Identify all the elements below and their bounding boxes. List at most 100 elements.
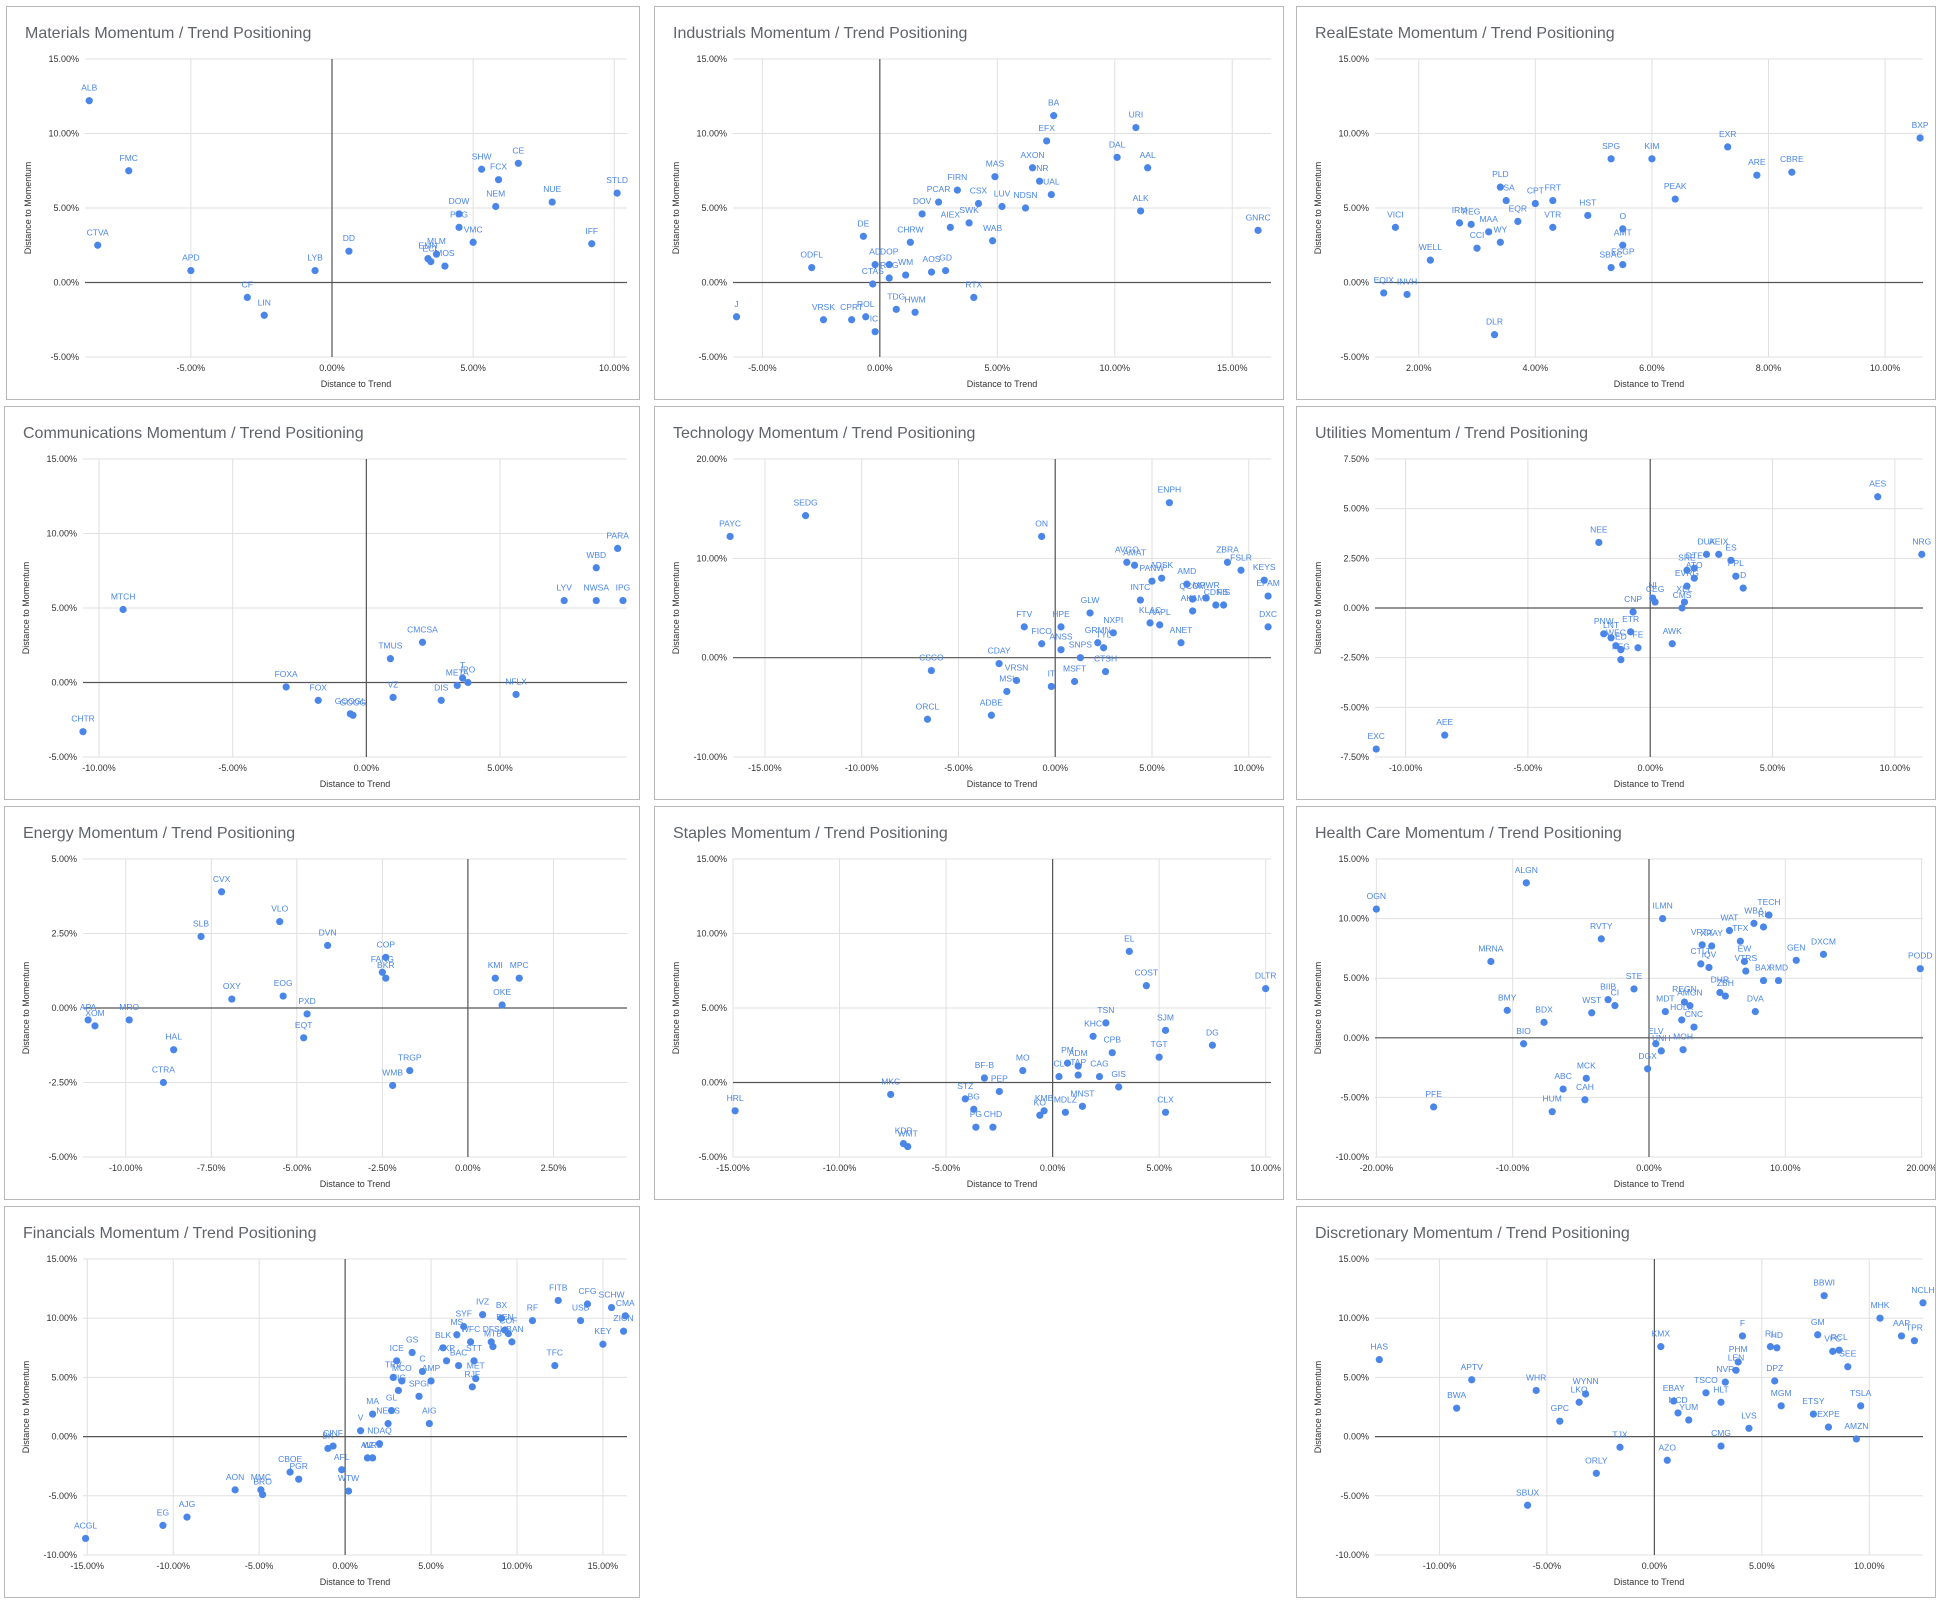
- data-label: TPR: [1906, 1323, 1923, 1333]
- y-tick-label: 15.00%: [46, 454, 77, 464]
- data-point: [1705, 963, 1713, 972]
- data-point: [726, 532, 734, 541]
- y-axis-label: Distance to Momentum: [671, 162, 681, 255]
- data-point: [592, 564, 600, 572]
- data-label: HAS: [1371, 1342, 1389, 1352]
- data-point: [869, 280, 877, 288]
- data-label: KHC: [1084, 1018, 1102, 1028]
- data-point: [1674, 1409, 1682, 1417]
- data-label: CMS: [1673, 590, 1692, 600]
- x-tick-label: -5.00%: [245, 1561, 274, 1571]
- data-label: TRGP: [398, 1053, 422, 1063]
- x-tick-label: 5.00%: [985, 363, 1011, 373]
- y-tick-label: -5.00%: [1340, 352, 1369, 362]
- data-label: ILMN: [1652, 901, 1672, 911]
- data-point: [276, 917, 284, 926]
- scatter-plot: -10.00% -7.50% -5.00% -2.50% 0.00% 2.50% -5.00…: [21, 854, 627, 1189]
- data-label: VTR: [1544, 209, 1561, 219]
- data-label: TJX: [1612, 1429, 1627, 1439]
- data-point: [119, 605, 127, 614]
- data-point: [1549, 223, 1557, 231]
- data-label: XOM: [85, 1008, 104, 1018]
- data-point: [1038, 640, 1046, 648]
- data-point: [455, 210, 463, 218]
- data-label: REGN: [1672, 984, 1697, 994]
- data-point: [731, 1107, 739, 1115]
- data-label: CCI: [1470, 230, 1485, 240]
- data-point: [1115, 1083, 1123, 1091]
- data-label: KEY: [594, 1326, 611, 1336]
- data-label: HWM: [904, 294, 925, 304]
- data-point: [170, 1046, 178, 1054]
- data-point: [125, 167, 133, 175]
- data-point: [1019, 1066, 1027, 1075]
- data-point: [389, 1081, 397, 1090]
- data-label: VFC: [1824, 1333, 1841, 1343]
- data-label: COP: [377, 939, 396, 949]
- data-label: PPL: [1728, 558, 1744, 568]
- data-label: AMAT: [1123, 547, 1146, 557]
- data-label: PARA: [606, 530, 629, 540]
- data-point: [1683, 566, 1691, 574]
- data-label: FICO: [1032, 626, 1053, 636]
- data-point: [1679, 1046, 1687, 1054]
- data-label: CHRW: [897, 224, 923, 234]
- data-point: [1751, 1007, 1759, 1016]
- data-point: [1771, 1377, 1779, 1385]
- data-point: [300, 1034, 308, 1042]
- data-label: CHTR: [71, 714, 95, 724]
- data-label: CI: [1611, 988, 1620, 998]
- x-tick-label: -7.50%: [197, 1163, 226, 1173]
- data-label: MCK: [1577, 1060, 1596, 1070]
- y-tick-label: 10.00%: [696, 553, 727, 563]
- data-point: [393, 1357, 401, 1365]
- data-point: [389, 693, 397, 701]
- y-tick-label: 5.00%: [51, 854, 77, 864]
- data-point: [902, 271, 910, 279]
- data-label: ELV: [1648, 1026, 1664, 1036]
- data-point: [515, 974, 523, 982]
- data-label: ZION: [613, 1313, 633, 1323]
- data-label: YUM: [1679, 1402, 1698, 1412]
- data-point: [1137, 207, 1145, 215]
- data-point: [1012, 676, 1021, 685]
- data-label: KLAC: [1139, 605, 1161, 615]
- data-label: WRB: [363, 1440, 383, 1450]
- data-point: [1690, 1023, 1698, 1031]
- data-point: [1766, 1343, 1775, 1351]
- data-label: IQV: [1702, 949, 1717, 959]
- data-point: [1683, 582, 1691, 590]
- data-label: KEYS: [1253, 562, 1276, 572]
- data-point: [369, 1410, 377, 1418]
- y-tick-label: 0.00%: [701, 278, 727, 288]
- data-label: OGN: [1367, 891, 1386, 901]
- data-point: [472, 1374, 480, 1383]
- chart-panel-industrials: Industrials Momentum / Trend Positioning…: [654, 6, 1284, 400]
- data-label: DD: [343, 233, 355, 243]
- x-tick-label: 5.00%: [1760, 763, 1786, 773]
- data-label: FSLR: [1230, 552, 1252, 562]
- data-label: SYF: [455, 1308, 472, 1318]
- data-point: [497, 1314, 506, 1322]
- data-label: SJM: [1157, 1012, 1174, 1022]
- data-point: [1057, 646, 1065, 654]
- y-axis-label: Distance to Momentum: [21, 562, 31, 655]
- data-point: [1189, 607, 1197, 615]
- data-label: IT: [1048, 668, 1056, 678]
- data-point: [427, 1377, 435, 1385]
- data-point: [1690, 564, 1698, 572]
- data-label: MTCH: [111, 591, 136, 601]
- data-label: BDX: [1535, 1004, 1553, 1014]
- scatter-plot: -10.00% -5.00% 0.00% 5.00% 10.00% -7.50% -5.00…: [1313, 454, 1931, 789]
- data-point: [987, 711, 995, 719]
- data-label: V: [358, 1413, 364, 1423]
- data-label: LUV: [994, 189, 1011, 199]
- data-label: EXPE: [1817, 1409, 1840, 1419]
- data-label: ES: [1725, 542, 1737, 552]
- data-point: [1453, 1404, 1461, 1412]
- data-point: [1043, 137, 1051, 145]
- data-label: RVTY: [1590, 921, 1613, 931]
- data-point: [934, 198, 943, 206]
- data-point: [1125, 947, 1133, 955]
- data-point: [1753, 171, 1761, 179]
